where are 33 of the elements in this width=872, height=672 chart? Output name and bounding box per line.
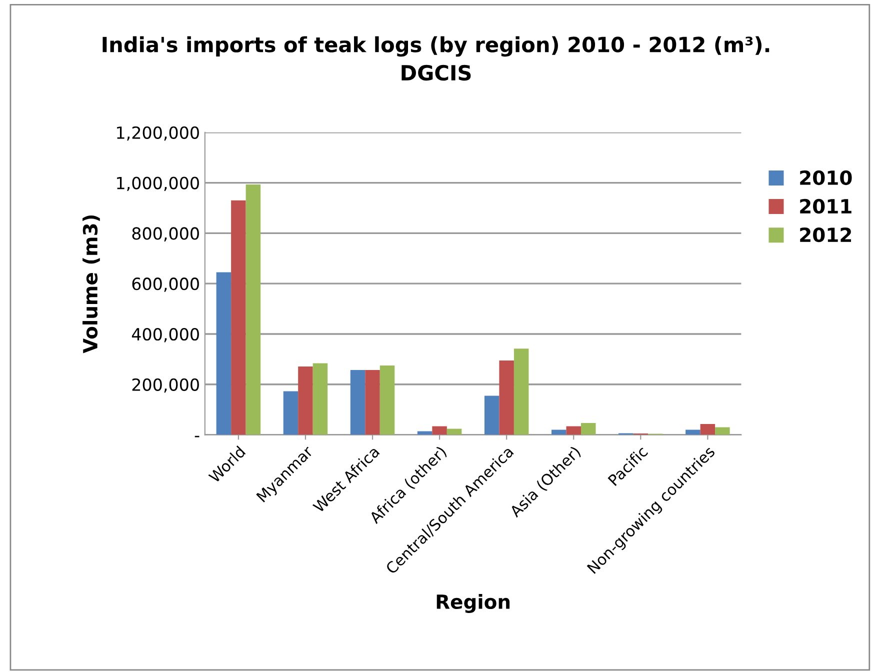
- bar: [700, 424, 716, 435]
- y-tick-label: 800,000: [132, 227, 199, 242]
- bar: [499, 360, 514, 435]
- legend-label: 2010: [800, 170, 852, 186]
- bar: [283, 391, 298, 435]
- legend-label: 2011: [800, 198, 852, 214]
- y-tick-label: 1,000,000: [117, 176, 199, 192]
- y-tick-label: 200,000: [132, 378, 199, 393]
- bar: [446, 428, 462, 435]
- y-axis-title: Volume (m3): [82, 215, 100, 354]
- y-tick-label: 600,000: [132, 278, 199, 292]
- y-tick-label: 400,000: [132, 328, 199, 342]
- bar: [686, 430, 700, 435]
- bar: [216, 272, 232, 435]
- bar: [514, 348, 529, 435]
- bar: [484, 396, 500, 435]
- bar: [566, 426, 581, 435]
- chart-title: India's imports of teak logs (by region) 2010 - 2012 (m³). DGCIS: [102, 36, 770, 81]
- bar: [715, 427, 730, 435]
- legend-label: 2012: [800, 227, 852, 242]
- y-tick-label: 1,200,000: [117, 126, 199, 141]
- y-tick-label: -: [194, 436, 200, 438]
- bar: [580, 422, 596, 435]
- bar: [246, 184, 261, 435]
- bar: [551, 430, 566, 435]
- bar: [298, 366, 313, 435]
- bar: [350, 370, 366, 435]
- x-axis-title: Region: [436, 594, 510, 613]
- bar: [312, 363, 328, 435]
- bar: [380, 365, 395, 435]
- bar: [231, 200, 246, 435]
- bar: [432, 426, 447, 435]
- bar: [365, 370, 380, 435]
